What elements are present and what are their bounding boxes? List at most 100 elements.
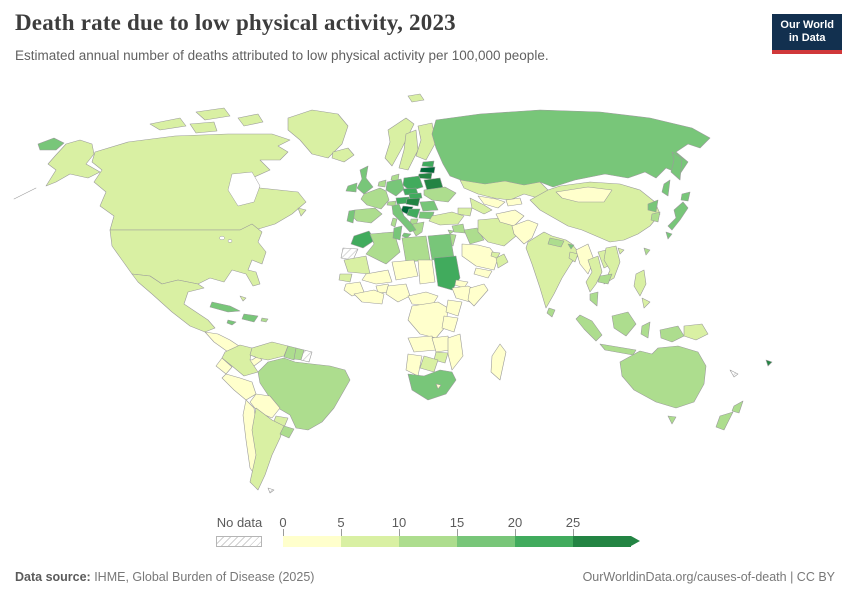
country-japan-kyushu[interactable] <box>665 231 673 240</box>
country-kyrgyzstan[interactable] <box>505 197 523 207</box>
country-mozambique[interactable] <box>447 333 464 371</box>
country-australia-tasmania[interactable] <box>667 415 677 425</box>
country-canada-arctic-2[interactable] <box>195 107 231 121</box>
country-sweden[interactable] <box>398 129 419 171</box>
country-thailand[interactable] <box>585 255 603 293</box>
country-france[interactable] <box>360 187 390 210</box>
country-india[interactable] <box>525 231 581 309</box>
country-norway[interactable] <box>384 117 415 167</box>
country-lesotho[interactable] <box>435 383 442 390</box>
country-bhutan[interactable] <box>567 243 575 250</box>
country-yemen[interactable] <box>473 267 493 279</box>
country-afghanistan[interactable] <box>495 209 525 227</box>
country-russia-kamchatka[interactable] <box>670 151 683 181</box>
country-ukraine[interactable] <box>423 186 457 203</box>
country-new-zealand-north[interactable] <box>731 400 744 414</box>
country-romania[interactable] <box>419 200 439 212</box>
country-turkmenistan[interactable] <box>469 197 493 215</box>
country-canada[interactable] <box>91 133 307 231</box>
country-puerto-rico[interactable] <box>260 317 269 323</box>
country-ireland[interactable] <box>345 182 358 193</box>
country-benelux[interactable] <box>377 179 387 188</box>
country-papua-new-guinea[interactable] <box>683 323 709 341</box>
country-angola[interactable] <box>407 335 437 353</box>
country-svalbard[interactable] <box>407 93 425 103</box>
country-philippines[interactable] <box>633 269 647 297</box>
country-north-korea[interactable] <box>647 199 659 213</box>
country-uk[interactable] <box>356 165 374 195</box>
country-french-guiana[interactable] <box>300 349 313 363</box>
legend-swatch-20-25[interactable] <box>515 536 573 547</box>
country-bangladesh[interactable] <box>568 251 579 263</box>
owid-logo[interactable]: Our World in Data <box>772 14 842 54</box>
country-latvia[interactable] <box>419 166 436 174</box>
country-finland[interactable] <box>415 122 437 161</box>
country-peru[interactable] <box>221 373 257 401</box>
country-libya[interactable] <box>401 235 431 263</box>
country-canada-newfoundland[interactable] <box>297 207 307 217</box>
country-sri-lanka[interactable] <box>546 307 556 318</box>
country-cameroon-car[interactable] <box>407 291 439 307</box>
country-lithuania[interactable] <box>417 172 433 180</box>
country-venezuela[interactable] <box>249 341 289 361</box>
country-argentina[interactable] <box>249 407 285 491</box>
country-indonesia-sulawesi[interactable] <box>640 321 651 339</box>
legend-swatch-25-plus[interactable] <box>573 536 631 547</box>
country-indonesia-west-papua[interactable] <box>659 325 685 343</box>
country-tunisia[interactable] <box>392 225 403 241</box>
country-indonesia-borneo[interactable] <box>611 311 637 337</box>
legend-swatch-10-15[interactable] <box>399 536 457 547</box>
country-iceland[interactable] <box>331 147 355 163</box>
country-russia[interactable] <box>431 109 711 188</box>
country-bolivia[interactable] <box>249 393 281 419</box>
country-new-caledonia[interactable] <box>729 369 739 378</box>
country-syria[interactable] <box>451 223 466 234</box>
country-portugal[interactable] <box>346 209 356 224</box>
country-turkey[interactable] <box>428 211 465 226</box>
country-corsica-sardinia[interactable] <box>390 217 398 228</box>
country-falklands[interactable] <box>267 487 275 494</box>
country-philippines-mindanao[interactable] <box>641 297 651 309</box>
country-russia-sakhalin[interactable] <box>661 179 671 197</box>
country-usa-aleutians[interactable] <box>13 187 37 200</box>
country-nepal[interactable] <box>547 237 565 248</box>
country-south-korea[interactable] <box>650 211 661 223</box>
country-pakistan[interactable] <box>511 219 539 245</box>
country-west-africa-coast[interactable] <box>353 289 385 305</box>
country-cuba[interactable] <box>209 301 241 313</box>
country-hispaniola[interactable] <box>241 313 259 323</box>
country-oman[interactable] <box>495 253 509 269</box>
country-madagascar[interactable] <box>490 343 507 381</box>
country-brazil[interactable] <box>257 357 351 431</box>
country-japan-hokkaido[interactable] <box>680 191 691 202</box>
legend-swatch-5-10[interactable] <box>341 536 399 547</box>
country-nigeria[interactable] <box>385 283 411 303</box>
country-uzbekistan[interactable] <box>477 195 506 209</box>
country-south-africa[interactable] <box>407 369 457 401</box>
country-serbia[interactable] <box>406 208 421 219</box>
legend-swatch-15-20[interactable] <box>457 536 515 547</box>
country-mali[interactable] <box>361 269 393 285</box>
country-fiji[interactable] <box>765 359 773 367</box>
country-somalia[interactable] <box>467 283 489 307</box>
country-canada-arctic-3[interactable] <box>237 113 264 127</box>
country-indonesia-sumatra[interactable] <box>575 314 603 342</box>
country-spain[interactable] <box>350 207 383 224</box>
country-new-zealand-south[interactable] <box>715 411 734 431</box>
country-taiwan[interactable] <box>643 247 651 256</box>
country-uae[interactable] <box>490 251 501 259</box>
country-uruguay[interactable] <box>279 425 295 439</box>
country-morocco[interactable] <box>350 230 376 249</box>
country-hungary[interactable] <box>405 197 421 207</box>
country-senegal[interactable] <box>338 273 353 283</box>
country-indonesia-java[interactable] <box>599 343 637 356</box>
country-china-hainan[interactable] <box>617 247 625 255</box>
country-drc[interactable] <box>407 301 449 339</box>
country-slovakia[interactable] <box>408 192 423 200</box>
country-russia-chukotka[interactable] <box>37 137 65 151</box>
country-tanzania[interactable] <box>441 315 459 333</box>
country-jamaica[interactable] <box>226 319 237 326</box>
country-canada-arctic-1[interactable] <box>149 117 187 131</box>
country-chad[interactable] <box>417 259 436 285</box>
country-greenland[interactable] <box>287 109 349 159</box>
